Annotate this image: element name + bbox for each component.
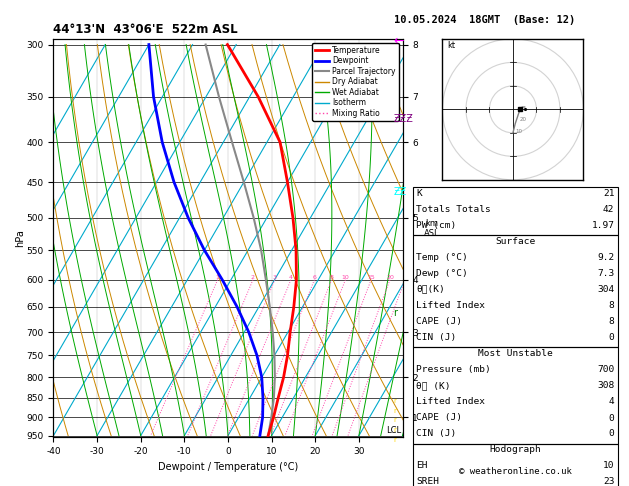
Text: θᴄ (K): θᴄ (K) bbox=[416, 381, 451, 390]
Y-axis label: hPa: hPa bbox=[15, 229, 25, 247]
Text: 3: 3 bbox=[273, 275, 277, 280]
Text: CAPE (J): CAPE (J) bbox=[416, 317, 462, 326]
Text: CAPE (J): CAPE (J) bbox=[416, 413, 462, 422]
Text: 8: 8 bbox=[609, 301, 615, 310]
Text: ƵƵƵ: ƵƵƵ bbox=[393, 114, 413, 124]
Text: 8: 8 bbox=[330, 275, 333, 280]
Text: © weatheronline.co.uk: © weatheronline.co.uk bbox=[459, 467, 572, 476]
Text: r: r bbox=[393, 398, 396, 404]
Text: 2: 2 bbox=[251, 275, 255, 280]
Text: Lifted Index: Lifted Index bbox=[416, 397, 486, 406]
Y-axis label: km
ASL: km ASL bbox=[424, 219, 440, 238]
Text: Lifted Index: Lifted Index bbox=[416, 301, 486, 310]
Text: 10: 10 bbox=[603, 461, 615, 470]
Text: θᴄ(K): θᴄ(K) bbox=[416, 285, 445, 294]
Text: SREH: SREH bbox=[416, 477, 440, 486]
Legend: Temperature, Dewpoint, Parcel Trajectory, Dry Adiabat, Wet Adiabat, Isotherm, Mi: Temperature, Dewpoint, Parcel Trajectory… bbox=[313, 43, 399, 121]
Text: LCL: LCL bbox=[386, 426, 401, 434]
Text: 4: 4 bbox=[289, 275, 293, 280]
Text: EH: EH bbox=[416, 461, 428, 470]
Text: Totals Totals: Totals Totals bbox=[416, 205, 491, 214]
Text: K: K bbox=[416, 189, 422, 198]
Text: kt: kt bbox=[447, 41, 455, 50]
Text: 7.3: 7.3 bbox=[598, 269, 615, 278]
X-axis label: Dewpoint / Temperature (°C): Dewpoint / Temperature (°C) bbox=[158, 462, 298, 472]
Text: 20: 20 bbox=[520, 117, 527, 122]
Text: 23: 23 bbox=[603, 477, 615, 486]
Text: 4: 4 bbox=[609, 397, 615, 406]
Text: r: r bbox=[393, 417, 396, 423]
Text: 0: 0 bbox=[609, 333, 615, 342]
Text: ←: ← bbox=[393, 35, 404, 48]
Text: Temp (°C): Temp (°C) bbox=[416, 253, 468, 262]
Text: r: r bbox=[393, 309, 397, 318]
Text: 21: 21 bbox=[603, 189, 615, 198]
Text: 304: 304 bbox=[598, 285, 615, 294]
Text: 0: 0 bbox=[609, 414, 615, 423]
Text: Most Unstable: Most Unstable bbox=[478, 349, 553, 358]
Text: 44°13'N  43°06'E  522m ASL: 44°13'N 43°06'E 522m ASL bbox=[53, 23, 238, 36]
Text: 6: 6 bbox=[313, 275, 316, 280]
Text: 8: 8 bbox=[609, 317, 615, 326]
Text: Surface: Surface bbox=[496, 237, 535, 246]
Text: CIN (J): CIN (J) bbox=[416, 333, 457, 342]
Text: 0: 0 bbox=[609, 429, 615, 438]
Text: 9.2: 9.2 bbox=[598, 253, 615, 262]
Text: r: r bbox=[393, 408, 396, 414]
Text: 10: 10 bbox=[515, 129, 522, 134]
Text: r: r bbox=[393, 437, 396, 443]
Text: r: r bbox=[393, 427, 396, 433]
Text: 308: 308 bbox=[598, 381, 615, 390]
Text: Pressure (mb): Pressure (mb) bbox=[416, 365, 491, 374]
Text: 1: 1 bbox=[216, 275, 220, 280]
Text: ƵƵ: ƵƵ bbox=[393, 187, 406, 197]
Text: 10: 10 bbox=[342, 275, 349, 280]
Text: 10.05.2024  18GMT  (Base: 12): 10.05.2024 18GMT (Base: 12) bbox=[394, 15, 575, 25]
Text: 1.97: 1.97 bbox=[591, 221, 615, 230]
Text: CIN (J): CIN (J) bbox=[416, 429, 457, 438]
Text: 42: 42 bbox=[603, 205, 615, 214]
Text: 15: 15 bbox=[367, 275, 375, 280]
Text: Dewp (°C): Dewp (°C) bbox=[416, 269, 468, 278]
Text: PW (cm): PW (cm) bbox=[416, 221, 457, 230]
Text: 700: 700 bbox=[598, 365, 615, 374]
Text: 20: 20 bbox=[386, 275, 394, 280]
Text: Hodograph: Hodograph bbox=[489, 445, 542, 454]
